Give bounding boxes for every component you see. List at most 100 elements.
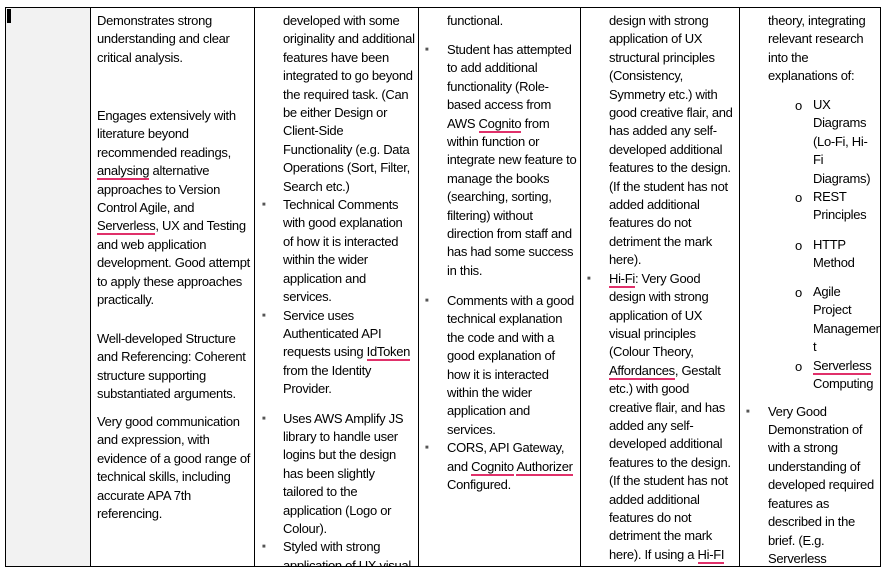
- text-run: Well-developed Structure and Referencing…: [97, 331, 246, 402]
- text-run: Very Good Demonstration of with a strong…: [768, 403, 874, 548]
- bullet-icon: ■: [746, 408, 750, 415]
- paragraph-block: ■ CORS, API Gateway, and Cognito Authoriz…: [419, 439, 580, 494]
- sub-list-block: o REST Principles: [740, 188, 880, 236]
- paragraph-block: Well-developed Structure and Referencing…: [91, 330, 254, 413]
- paragraph: Well-developed Structure and Referencing…: [97, 330, 251, 404]
- paragraph-block: ■ Very Good Demonstration of with a stron…: [740, 403, 880, 566]
- text-run: Student has attempted to add additional …: [447, 42, 572, 131]
- sub-list-item: Agile Project Managemen t: [813, 283, 880, 357]
- criteria-cell-3: functional. ■ Student has attempted to add…: [419, 8, 581, 566]
- paragraph-block: ■ Service uses Authenticated API requests…: [255, 307, 418, 410]
- paragraph: Hi-Fi: Very Good design with strong appl…: [609, 270, 735, 566]
- paragraph-block: ■ Student has attempted to add additional…: [419, 41, 580, 292]
- sub-list-block: o Agile Project Managemen t: [740, 283, 880, 357]
- text-run: Service uses Authenticated API requests …: [283, 307, 382, 360]
- spellcheck-flagged-word: Authorizer: [516, 458, 573, 476]
- paragraph: Technical Comments with good explanation…: [283, 196, 415, 306]
- bullet-icon: ■: [262, 415, 266, 422]
- text-run: CORS, API Gateway, and: [447, 440, 565, 474]
- text-run: Uses AWS Amplify JS library to handle us…: [283, 410, 404, 536]
- paragraph-block: ■ Hi-Fi: Very Good design with strong app…: [581, 270, 739, 566]
- bullet-icon: ■: [262, 312, 266, 319]
- spellcheck-flagged-word: Cognito: [478, 115, 522, 133]
- text-run: Engages extensively with literature beyo…: [97, 108, 236, 160]
- paragraph-block: developed with some originality and addi…: [255, 12, 418, 196]
- spellcheck-flagged-word: Cognito: [471, 458, 514, 476]
- text-run: from the Identity Provider.: [283, 362, 372, 397]
- criteria-cell-1: Demonstrates strong understanding and cl…: [91, 8, 255, 566]
- paragraph-block: ■ Technical Comments with good explanatio…: [255, 196, 418, 306]
- text-run: Configured.: [447, 477, 511, 493]
- paragraph: Styled with strong application of UX vis…: [283, 538, 415, 566]
- bullet-icon: ■: [425, 445, 429, 452]
- text-run: developed with some originality and addi…: [283, 13, 415, 194]
- paragraph-block: ■ Styled with strong application of UX vi…: [255, 538, 418, 566]
- paragraph: Comments with a good technical explanati…: [447, 292, 577, 439]
- text-run: : Very Good design with strong applicati…: [609, 270, 709, 360]
- text-run: Technical Comments with good explanation…: [283, 197, 403, 305]
- paragraph: Student has attempted to add additional …: [447, 41, 577, 280]
- text-run: tool: [609, 565, 632, 566]
- sub-bullet-marker: o: [795, 190, 803, 206]
- criteria-cell-5: theory, integrating relevant research in…: [740, 8, 880, 566]
- text-run: , UX and Testing and web application dev…: [97, 218, 250, 308]
- paragraph-block: Very good communication and expression, …: [91, 413, 254, 523]
- paragraph: Uses AWS Amplify JS library to handle us…: [283, 410, 415, 539]
- cursor-mark: [7, 9, 11, 23]
- text-run: Computing: [813, 376, 874, 392]
- text-run: Demonstrates strong understanding and cl…: [97, 13, 230, 65]
- spellcheck-flagged-word: Serverless: [813, 357, 872, 375]
- spellcheck-flagged-word: eg: [632, 565, 646, 566]
- text-run: REST Principles: [813, 189, 867, 223]
- paragraph-block: theory, integrating relevant research in…: [740, 12, 880, 96]
- paragraph: developed with some originality and addi…: [283, 12, 415, 196]
- paragraph: theory, integrating relevant research in…: [768, 12, 876, 86]
- text-run: , Gestalt etc.) with good creative flair…: [609, 362, 731, 562]
- paragraph-block: ■ Comments with a good technical explanat…: [419, 292, 580, 439]
- text-run: HTTP Method: [813, 237, 855, 271]
- spellcheck-flagged-word: Serverless: [97, 218, 156, 236]
- text-run: alternative approaches to Version Contro…: [97, 163, 221, 216]
- paragraph: Engages extensively with literature beyo…: [97, 107, 251, 309]
- spellcheck-flagged-word: Figma: [687, 565, 723, 566]
- text-run: UX Diagrams (Lo-Fi, Hi-Fi Diagrams): [813, 97, 871, 186]
- paragraph-block: Demonstrates strong understanding and cl…: [91, 12, 254, 107]
- sub-list-item: Serverless Computing: [813, 357, 877, 394]
- paragraph: Service uses Authenticated API requests …: [283, 307, 415, 399]
- spellcheck-flagged-word: Hi-FI: [697, 546, 725, 564]
- text-run: theory, integrating relevant research in…: [768, 13, 866, 84]
- text-run: functional.: [447, 13, 503, 28]
- paragraph: Demonstrates strong understanding and cl…: [97, 12, 251, 67]
- text-run: . XD or: [646, 565, 688, 566]
- sub-list-block: o UX Diagrams (Lo-Fi, Hi-Fi Diagrams): [740, 96, 880, 188]
- bullet-icon: ■: [425, 47, 429, 53]
- sub-bullet-marker: o: [795, 358, 803, 374]
- criteria-cell-2: developed with some originality and addi…: [255, 8, 419, 566]
- paragraph-block: Engages extensively with literature beyo…: [91, 107, 254, 330]
- spellcheck-flagged-word: IdToken: [366, 344, 411, 362]
- sub-bullet-marker: o: [795, 238, 803, 254]
- paragraph-block: design with strong application of UX str…: [581, 12, 739, 270]
- text-run: from within function or integrate new fe…: [447, 115, 577, 278]
- text-run: design with strong application of UX str…: [609, 13, 733, 268]
- text-run: Agile Project Managemen t: [813, 284, 880, 355]
- sub-list-block: o HTTP Method: [740, 236, 880, 283]
- text-run: Comments with a good technical explanati…: [447, 293, 574, 437]
- sub-list-item: UX Diagrams (Lo-Fi, Hi-Fi Diagrams): [813, 96, 877, 188]
- paragraph: Very good communication and expression, …: [97, 413, 251, 523]
- spellcheck-flagged-word: Affordances: [609, 362, 675, 380]
- spellcheck-flagged-word: Serverless: [768, 550, 827, 566]
- criteria-cell-4: design with strong application of UX str…: [581, 8, 740, 566]
- sub-list-item: HTTP Method: [813, 236, 877, 273]
- text-run: Styled with strong application of UX vis…: [283, 539, 411, 566]
- sub-list-block: o Serverless Computing: [740, 357, 880, 403]
- bullet-icon: ■: [262, 544, 266, 551]
- rubric-table: Demonstrates strong understanding and cl…: [5, 7, 881, 567]
- paragraph: CORS, API Gateway, and Cognito Authorize…: [447, 439, 577, 494]
- paragraph: functional.: [447, 12, 577, 30]
- paragraph-block: ■ Uses AWS Amplify JS library to handle u…: [255, 410, 418, 539]
- bullet-icon: ■: [425, 298, 429, 304]
- spellcheck-flagged-word: analysing: [97, 163, 150, 181]
- sub-list-item: REST Principles: [813, 188, 877, 225]
- paragraph-block: functional.: [419, 12, 580, 41]
